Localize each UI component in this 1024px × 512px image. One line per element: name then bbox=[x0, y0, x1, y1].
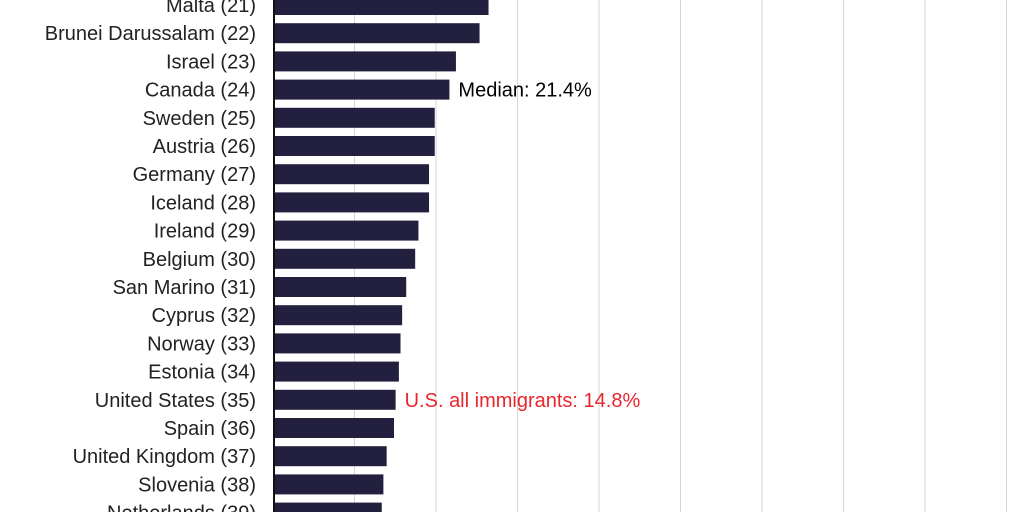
category-label: Sweden (25) bbox=[143, 108, 256, 130]
category-label: San Marino (31) bbox=[113, 277, 256, 299]
bar bbox=[275, 389, 396, 410]
category-label: Israel (23) bbox=[166, 51, 256, 73]
bar bbox=[275, 164, 430, 185]
bar bbox=[275, 79, 450, 100]
category-label: Slovenia (38) bbox=[138, 474, 256, 496]
bar bbox=[275, 305, 403, 326]
category-label: Estonia (34) bbox=[148, 362, 256, 384]
category-label: Ireland (29) bbox=[154, 221, 256, 243]
bar bbox=[275, 277, 407, 297]
bar bbox=[275, 333, 401, 354]
category-label: Malta (21) bbox=[166, 0, 256, 17]
category-label: Iceland (28) bbox=[150, 192, 256, 214]
bar bbox=[275, 474, 384, 495]
category-label: Germany (27) bbox=[133, 164, 256, 186]
bar bbox=[275, 107, 435, 128]
bar bbox=[275, 446, 387, 467]
bar bbox=[275, 220, 419, 241]
annotation-label: U.S. all immigrants: 14.8% bbox=[405, 390, 641, 412]
bar bbox=[275, 248, 416, 269]
bar bbox=[275, 136, 435, 156]
category-label: United States (35) bbox=[95, 390, 256, 412]
category-label: Belgium (30) bbox=[143, 249, 256, 271]
category-label: Cyprus (32) bbox=[152, 305, 256, 327]
category-label: Austria (26) bbox=[153, 136, 256, 158]
category-label: Spain (36) bbox=[164, 418, 256, 440]
category-label: Netherlands (39) bbox=[107, 503, 256, 512]
category-label: Norway (33) bbox=[147, 333, 256, 355]
bar bbox=[275, 51, 456, 72]
category-label: Brunei Darussalam (22) bbox=[45, 23, 256, 45]
category-label: Canada (24) bbox=[145, 80, 256, 102]
annotation-label: Median: 21.4% bbox=[458, 80, 592, 102]
bar bbox=[275, 361, 399, 382]
bar bbox=[275, 0, 489, 15]
bar bbox=[275, 192, 430, 213]
category-label: United Kingdom (37) bbox=[73, 446, 256, 468]
bar bbox=[275, 418, 394, 438]
bar bbox=[275, 502, 382, 512]
bar bbox=[275, 23, 480, 44]
